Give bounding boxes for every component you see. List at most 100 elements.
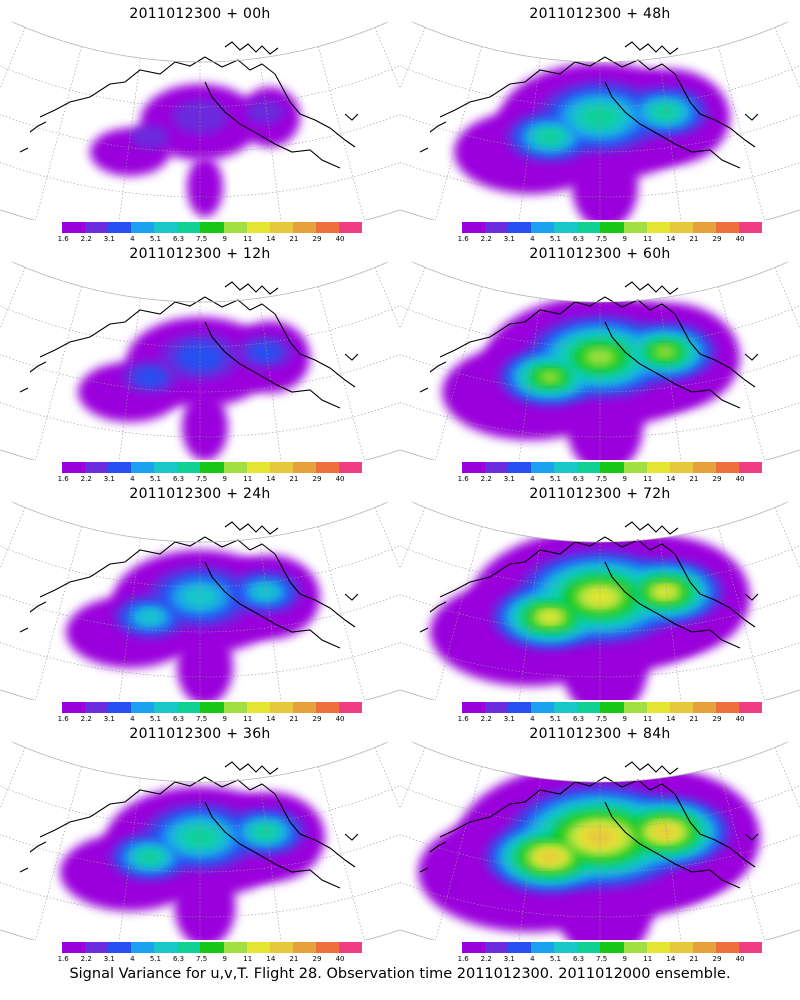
variance-field xyxy=(454,63,730,220)
colorbar-labels: 1.6 2.2 3.1 4 5.1 6.3 7.5 9 11 14 21 29 40 xyxy=(58,715,362,725)
coastlines xyxy=(19,281,359,409)
panel-title: 2011012300 + 60h xyxy=(529,246,671,262)
colorbar-swatch xyxy=(669,942,693,953)
coastlines xyxy=(19,521,359,649)
variance-map xyxy=(0,262,400,460)
colorbar-label: 29 xyxy=(712,235,722,243)
colorbar-swatch xyxy=(131,942,155,953)
colorbar-swatch xyxy=(485,702,509,713)
colorbar-label: 7.5 xyxy=(196,475,208,483)
colorbar-label: 14 xyxy=(666,955,676,963)
colorbar-swatch xyxy=(177,222,201,233)
colorbar-label: 6.3 xyxy=(572,715,585,723)
panel-title: 2011012300 + 12h xyxy=(129,246,271,262)
colorbar-swatch xyxy=(692,222,716,233)
colorbar-swatch xyxy=(315,942,339,953)
colorbar-swatch xyxy=(108,222,132,233)
colorbar-swatch xyxy=(669,462,693,473)
colorbar-swatch xyxy=(62,942,86,953)
colorbar-label: 5.1 xyxy=(549,475,562,483)
colorbar-swatch xyxy=(669,702,693,713)
colorbar-swatch xyxy=(108,942,132,953)
colorbar-swatch xyxy=(131,462,155,473)
colorbar-swatch xyxy=(531,462,555,473)
variance-map xyxy=(400,742,800,940)
colorbar-swatch xyxy=(62,222,86,233)
colorbar-label: 5.1 xyxy=(149,235,162,243)
colorbar-label: 9 xyxy=(622,955,627,963)
colorbar-label: 6.3 xyxy=(172,955,185,963)
colorbar-label: 14 xyxy=(266,235,276,243)
colorbar-swatch xyxy=(531,702,555,713)
colorbar-swatch xyxy=(177,462,201,473)
coastlines xyxy=(19,761,359,889)
colorbar-swatch xyxy=(338,462,363,473)
colorbar-swatch xyxy=(485,942,509,953)
colorbar-label: 14 xyxy=(266,475,276,483)
colorbar-swatch xyxy=(623,702,647,713)
colorbar-label: 14 xyxy=(266,955,276,963)
colorbar-labels: 1.6 2.2 3.1 4 5.1 6.3 7.5 9 11 14 21 29 40 xyxy=(58,235,362,245)
colorbar-swatch xyxy=(508,222,532,233)
colorbar-swatch xyxy=(246,222,270,233)
colorbar-label: 4 xyxy=(130,475,135,483)
colorbar-label: 5.1 xyxy=(149,715,162,723)
colorbar-swatch xyxy=(315,462,339,473)
colorbar-label: 21 xyxy=(289,715,299,723)
colorbar-swatch xyxy=(177,702,201,713)
colorbar-swatch xyxy=(485,462,509,473)
colorbar-label: 2.2 xyxy=(80,715,92,723)
colorbar xyxy=(62,702,363,713)
colorbar-labels: 1.6 2.2 3.1 4 5.1 6.3 7.5 9 11 14 21 29 40 xyxy=(58,955,362,965)
variance-map xyxy=(0,742,400,940)
colorbar-label: 2.2 xyxy=(80,475,92,483)
colorbar xyxy=(62,942,363,953)
colorbar-label: 7.5 xyxy=(196,715,208,723)
colorbar-swatch xyxy=(508,702,532,713)
colorbar-swatch xyxy=(154,702,178,713)
colorbar-label: 6.3 xyxy=(172,475,185,483)
panel-title: 2011012300 + 48h xyxy=(529,6,671,22)
colorbar-swatch xyxy=(269,702,293,713)
colorbar-swatch xyxy=(577,462,601,473)
colorbar-label: 5.1 xyxy=(149,955,162,963)
map-boundary xyxy=(0,742,400,940)
colorbar-label: 21 xyxy=(689,955,699,963)
colorbar-swatch xyxy=(738,222,763,233)
colorbar-swatch xyxy=(600,702,624,713)
map-panel: 2011012300 + 24h 1.6 2.2 3.1 4 5.1 6.3 7.5 9 11 14… xyxy=(0,480,400,723)
colorbar-label: 9 xyxy=(222,955,227,963)
colorbar-swatch xyxy=(600,942,624,953)
colorbar-swatch xyxy=(715,222,739,233)
variance-field xyxy=(418,762,760,940)
colorbar-swatch xyxy=(508,942,532,953)
panel-title: 2011012300 + 84h xyxy=(529,726,671,742)
colorbar-swatch xyxy=(554,462,578,473)
colorbar-label: 21 xyxy=(289,475,299,483)
panel-title: 2011012300 + 36h xyxy=(129,726,271,742)
colorbar-label: 1.6 xyxy=(57,475,69,483)
colorbar-swatch xyxy=(200,462,224,473)
colorbar-labels: 1.6 2.2 3.1 4 5.1 6.3 7.5 9 11 14 21 29 40 xyxy=(458,475,762,485)
colorbar-label: 7.5 xyxy=(196,955,208,963)
colorbar-swatch xyxy=(85,702,109,713)
panel-title: 2011012300 + 24h xyxy=(129,486,271,502)
colorbar-label: 11 xyxy=(643,475,653,483)
colorbar-label: 6.3 xyxy=(172,235,185,243)
colorbar-swatch xyxy=(85,222,109,233)
colorbar-label: 6.3 xyxy=(572,235,585,243)
colorbar-label: 4 xyxy=(530,955,535,963)
variance-field xyxy=(90,84,300,217)
coastlines xyxy=(419,761,759,889)
colorbar-swatch xyxy=(531,942,555,953)
colorbar-label: 2.2 xyxy=(480,235,492,243)
coastlines xyxy=(19,41,359,169)
colorbar-swatch xyxy=(62,702,86,713)
colorbar-swatch xyxy=(577,702,601,713)
colorbar xyxy=(462,462,763,473)
colorbar-label: 3.1 xyxy=(103,235,115,243)
colorbar-swatch xyxy=(738,462,763,473)
colorbar-label: 4 xyxy=(530,715,535,723)
colorbar-label: 11 xyxy=(243,955,253,963)
colorbar-swatch xyxy=(738,702,763,713)
